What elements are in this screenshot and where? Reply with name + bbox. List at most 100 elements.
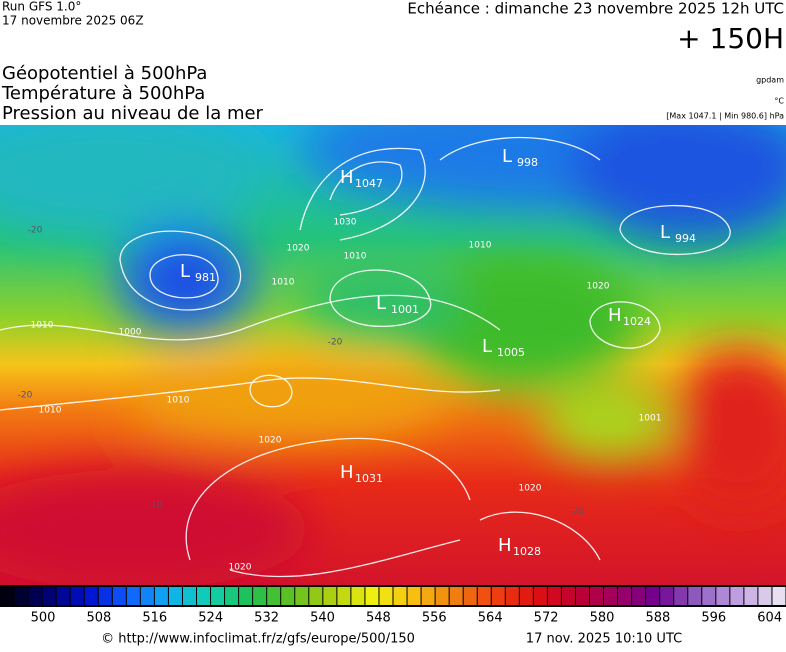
scale-cell — [70, 587, 84, 605]
scale-cell — [688, 587, 702, 605]
scale-cell — [309, 587, 323, 605]
scale-cell — [56, 587, 70, 605]
scale-label: 564 — [478, 611, 503, 626]
center-type: H — [498, 535, 512, 556]
title-line: Température à 500hPa — [1, 83, 205, 104]
scale-label: 556 — [422, 611, 447, 626]
scale-label: 524 — [198, 611, 223, 626]
scale-cell — [590, 587, 604, 605]
scale-cell — [126, 587, 140, 605]
scale-cell — [98, 587, 112, 605]
scale-label: 532 — [254, 611, 279, 626]
scale-cell — [575, 587, 589, 605]
scale-frame — [0, 585, 786, 607]
center-type: H — [340, 167, 354, 188]
scale-cell — [379, 587, 393, 605]
scale-cell — [547, 587, 561, 605]
run-date: 17 novembre 2025 06Z — [2, 14, 144, 28]
scale-cell — [646, 587, 660, 605]
scale-cell — [421, 587, 435, 605]
scale-cell — [323, 587, 337, 605]
scale-cell — [632, 587, 646, 605]
scale-cell — [42, 587, 56, 605]
isobar-label: 1020 — [519, 484, 542, 494]
temperature-label: -20 — [28, 226, 43, 236]
isobar-label: 1020 — [229, 563, 252, 573]
scale-cell — [84, 587, 98, 605]
scale-cell — [267, 587, 281, 605]
temperature-label: -20 — [570, 507, 585, 517]
run-label: Run GFS 1.0° — [2, 0, 81, 14]
scale-cell — [407, 587, 421, 605]
center-type: L — [376, 293, 386, 314]
scale-cell — [730, 587, 744, 605]
scale-cell — [660, 587, 674, 605]
temperature-label: -10 — [148, 501, 163, 511]
title-line: Géopotentiel à 500hPa — [2, 63, 207, 84]
scale-label: 596 — [701, 611, 726, 626]
isobar-label: 1010 — [167, 396, 190, 406]
scale-cell — [674, 587, 688, 605]
map-field — [0, 125, 786, 585]
scale-cell — [0, 587, 14, 605]
center-type: L — [180, 261, 190, 282]
scale-cell — [533, 587, 547, 605]
scale-label: 588 — [645, 611, 670, 626]
scale-label: 580 — [590, 611, 615, 626]
scale-cell — [477, 587, 491, 605]
scale-cell — [295, 587, 309, 605]
isobar-label: 1000 — [119, 328, 142, 338]
center-value: 994 — [675, 232, 696, 245]
scale-cell — [463, 587, 477, 605]
isobar-label: 1020 — [287, 244, 310, 254]
isobar-label: 1010 — [344, 252, 367, 262]
scale-cell — [491, 587, 505, 605]
source-url: © http://www.infoclimat.fr/z/gfs/europe/… — [101, 632, 415, 647]
isobar-label: 1030 — [334, 218, 357, 228]
isobar-label: 1020 — [587, 282, 610, 292]
scale-label: 516 — [142, 611, 167, 626]
scale-cell — [744, 587, 758, 605]
scale-cell — [168, 587, 182, 605]
scale-cell — [211, 587, 225, 605]
isobar-label: 1001 — [639, 414, 662, 424]
isobar-label: 1010 — [39, 406, 62, 416]
scale-cell — [112, 587, 126, 605]
scale-label: 548 — [366, 611, 391, 626]
center-value: 1047 — [355, 177, 383, 190]
title-line: Pression au niveau de la mer — [2, 103, 264, 124]
valid-time: Echéance : dimanche 23 novembre 2025 12h… — [407, 0, 784, 18]
scale-cell — [225, 587, 239, 605]
center-value: 1031 — [355, 472, 383, 485]
scale-cell — [449, 587, 463, 605]
scale-label: 572 — [534, 611, 559, 626]
scale-cell — [337, 587, 351, 605]
temperature-label: -20 — [18, 391, 33, 401]
center-type: H — [608, 305, 622, 326]
scale-label: 500 — [31, 611, 56, 626]
scale-cell — [239, 587, 253, 605]
center-type: L — [660, 222, 670, 243]
scale-cell — [519, 587, 533, 605]
timestamp: 17 nov. 2025 10:10 UTC — [526, 632, 682, 647]
scale-cell — [758, 587, 772, 605]
center-type: H — [340, 462, 354, 483]
center-value: 1024 — [623, 315, 651, 328]
scale-cell — [604, 587, 618, 605]
scale-cell — [351, 587, 365, 605]
isobar-label: 1010 — [469, 241, 492, 251]
scale-cell — [561, 587, 575, 605]
center-value: 1028 — [513, 545, 541, 558]
scale-cell — [505, 587, 519, 605]
lead-time: + 150H — [677, 22, 784, 55]
center-value: 1001 — [391, 303, 419, 316]
center-value: 1005 — [497, 346, 525, 359]
temperature-label: -20 — [328, 338, 343, 348]
color-scale: 500 508 516 524 532 540 548 556 564 572 580 588 596 6… — [0, 587, 786, 626]
scale-cell — [154, 587, 168, 605]
scale-cell — [716, 587, 730, 605]
scale-cell — [28, 587, 42, 605]
center-value: 981 — [195, 271, 216, 284]
